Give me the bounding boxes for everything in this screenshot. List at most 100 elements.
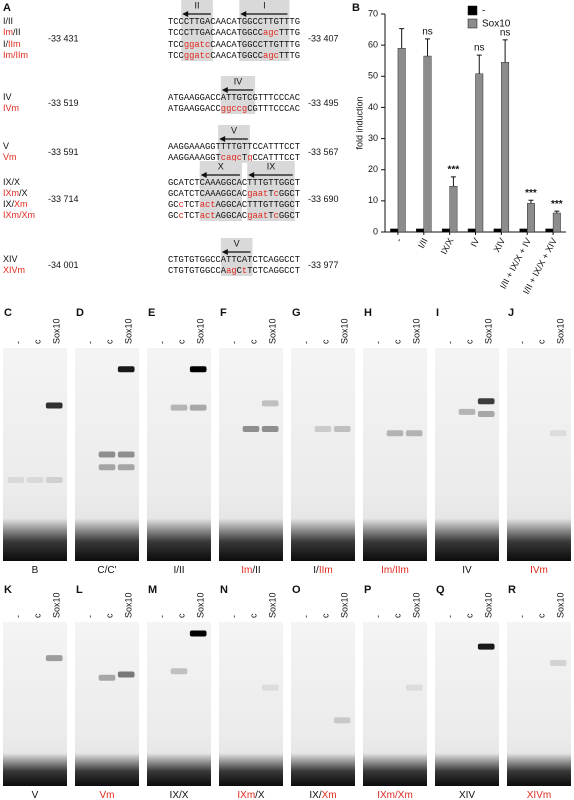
gel-caption: IVm: [530, 565, 548, 576]
gel-band: [117, 671, 135, 678]
gel-band: [261, 400, 279, 407]
x-tick-label: -: [394, 236, 404, 243]
y-tick-label: 60: [368, 40, 378, 50]
lane-label: -: [517, 615, 527, 618]
sequence: GCcTCTactAGGCACTTTGTTGGCT: [168, 200, 300, 210]
text-segment: /II: [252, 565, 260, 576]
construct-name: IV: [3, 92, 12, 102]
text-segment: g: [247, 153, 252, 163]
y-axis-label: fold induction: [354, 96, 364, 149]
text-segment: T: [268, 211, 273, 221]
text-segment: CGTTTCCCAC: [247, 104, 300, 114]
panel-label: B: [352, 2, 360, 14]
bar: [501, 62, 510, 233]
lane-label: -: [373, 615, 383, 618]
text-segment: TTTG: [279, 28, 300, 38]
free-probe: [219, 518, 283, 561]
text-segment: AGGCACTTTGTTGGCT: [216, 200, 300, 210]
gel-band: [45, 655, 63, 662]
gel-caption: B: [32, 565, 39, 576]
text-segment: C: [237, 266, 242, 276]
panel-label: A: [3, 2, 11, 14]
start-position: -33 519: [48, 98, 79, 108]
text-segment: IVm: [3, 103, 19, 113]
lane-label: -: [373, 341, 383, 344]
gel-caption: V: [32, 790, 39, 800]
panel-label: N: [220, 584, 228, 596]
arrow-head: [219, 136, 226, 142]
bar: [416, 228, 424, 233]
significance-label: ***: [525, 188, 537, 199]
gel-caption: C/C': [97, 565, 116, 576]
gel-band: [261, 684, 279, 691]
text-segment: I/II: [3, 16, 13, 26]
text-segment: CCATTTCCT: [252, 153, 300, 163]
text-segment: act: [200, 200, 216, 210]
lane-label: c: [320, 613, 330, 618]
construct-name: IXm/Xm: [3, 210, 35, 220]
text-segment: agc: [263, 28, 279, 38]
lane-label: Sox10: [196, 592, 206, 618]
arrow-head: [240, 11, 247, 17]
free-probe: [435, 518, 499, 561]
text-segment: IX/X: [170, 790, 189, 800]
x-tick-label: I/II: [416, 236, 430, 250]
panel-label: J: [508, 307, 514, 319]
panel-label: D: [76, 307, 84, 319]
text-segment: XIVm: [527, 790, 551, 800]
text-segment: V: [3, 141, 9, 151]
start-position: -33 431: [48, 33, 79, 43]
sequence: GCATCTCAAAGGCACTTTGTTGGCT: [168, 178, 300, 188]
x-tick-label: XIV: [492, 236, 508, 254]
bar: [423, 55, 432, 233]
text-segment: IX/: [3, 199, 15, 209]
binding-site-box: [239, 0, 290, 61]
text-segment: TCCCTTGACAACATGGCC: [168, 28, 263, 38]
end-position: -33 567: [308, 147, 339, 157]
lane-label: -: [229, 615, 239, 618]
site-label: II: [195, 0, 200, 10]
lane-label: Sox10: [268, 318, 278, 344]
x-tick-label: IV: [469, 236, 482, 248]
text-segment: B: [32, 565, 39, 576]
gel-caption: XIVm: [527, 790, 551, 800]
panel-label: H: [364, 307, 372, 319]
binding-site-box: [199, 161, 242, 221]
significance-label: ***: [551, 199, 563, 210]
gel-band: [242, 425, 260, 432]
gel-band: [333, 717, 351, 724]
x-tick-label: IX/X: [439, 236, 456, 256]
panel-label: Q: [436, 584, 445, 596]
lane-label: c: [176, 339, 186, 344]
sequence: ATGAAGGACCATTGTCGTTTCCCAC: [168, 93, 300, 103]
gel-band: [170, 404, 188, 411]
text-segment: AAGGAAAGGTTTTGTTCCATTTCCT: [168, 142, 300, 152]
lane-label: Sox10: [52, 592, 62, 618]
text-segment: gaat: [247, 211, 268, 221]
gel-band: [458, 408, 476, 415]
legend-swatch: [467, 18, 478, 29]
lane-label: c: [536, 339, 546, 344]
y-tick-label: 10: [368, 195, 378, 205]
construct-name: IX/Xm: [3, 199, 28, 209]
gel-caption: IV: [462, 565, 472, 576]
lane-label: Sox10: [556, 318, 566, 344]
gel-band: [45, 477, 63, 484]
end-position: -33 690: [308, 194, 339, 204]
lane-label: c: [464, 339, 474, 344]
free-probe: [3, 753, 67, 786]
text-segment: c: [274, 189, 279, 199]
gel-band: [45, 402, 63, 409]
sequence: TCCggatcCAACATGGCCTTGTTTG: [168, 40, 300, 50]
text-segment: TTTG: [279, 51, 300, 61]
start-position: -33 714: [48, 194, 79, 204]
lane-label: Sox10: [340, 592, 350, 618]
construct-name: I/IIm: [3, 39, 21, 49]
legend-swatch: [467, 5, 478, 16]
text-segment: /X: [255, 790, 265, 800]
gel-band: [477, 398, 495, 405]
gel-caption: I/II: [173, 565, 184, 576]
text-segment: ggatc: [184, 51, 210, 61]
bar: [467, 228, 476, 233]
